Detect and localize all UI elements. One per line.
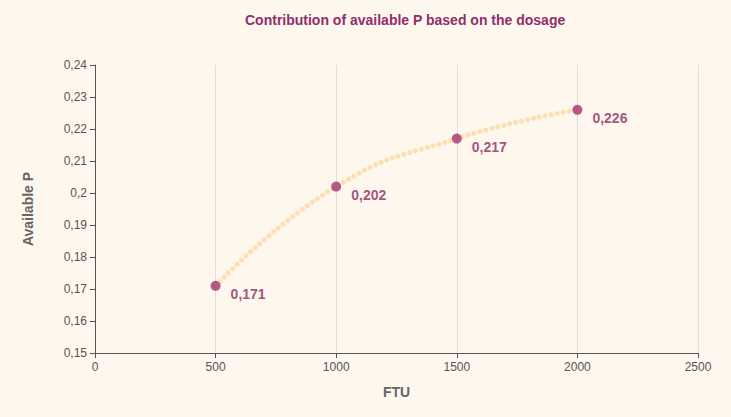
svg-text:Available P: Available P [20,172,36,246]
svg-text:0,16: 0,16 [64,314,88,328]
svg-text:0,19: 0,19 [64,218,88,232]
svg-text:0,17: 0,17 [64,282,88,296]
svg-text:Contribution of available P ba: Contribution of available P based on the… [245,12,565,28]
svg-text:0,15: 0,15 [64,346,88,360]
svg-text:500: 500 [206,360,226,374]
svg-text:0,171: 0,171 [231,286,266,302]
svg-text:0: 0 [92,360,99,374]
svg-text:0,217: 0,217 [472,139,507,155]
svg-text:0,21: 0,21 [64,154,88,168]
svg-text:0,202: 0,202 [351,187,386,203]
svg-text:0,22: 0,22 [64,122,88,136]
svg-text:FTU: FTU [383,384,410,400]
svg-text:2500: 2500 [685,360,712,374]
svg-text:0,226: 0,226 [592,110,627,126]
svg-text:0,2: 0,2 [70,186,87,200]
svg-text:0,23: 0,23 [64,90,88,104]
svg-text:1500: 1500 [443,360,470,374]
svg-text:0,24: 0,24 [64,58,88,72]
svg-text:2000: 2000 [564,360,591,374]
svg-text:0,18: 0,18 [64,250,88,264]
svg-text:1000: 1000 [323,360,350,374]
